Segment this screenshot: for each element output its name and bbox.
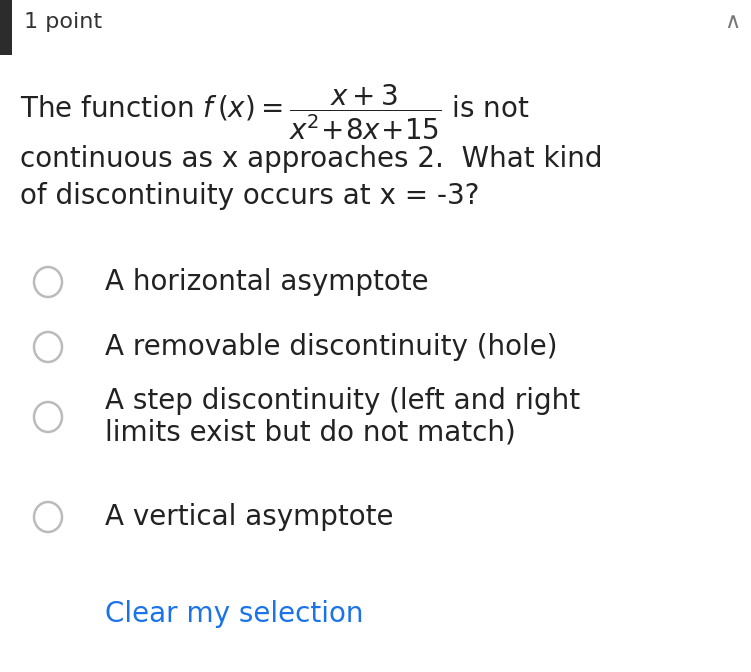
- Text: A step discontinuity (left and right: A step discontinuity (left and right: [105, 387, 580, 415]
- Text: A removable discontinuity (hole): A removable discontinuity (hole): [105, 333, 557, 361]
- Text: ∧: ∧: [724, 12, 740, 32]
- Text: Clear my selection: Clear my selection: [105, 600, 363, 628]
- Text: A vertical asymptote: A vertical asymptote: [105, 503, 394, 531]
- Text: A horizontal asymptote: A horizontal asymptote: [105, 268, 429, 296]
- Text: of discontinuity occurs at x = -3?: of discontinuity occurs at x = -3?: [20, 182, 479, 210]
- FancyBboxPatch shape: [0, 0, 12, 55]
- Text: 1 point: 1 point: [24, 12, 102, 32]
- Text: The function $f\,(x) = \dfrac{x+3}{x^2\!+\!8x\!+\!15}$ is not: The function $f\,(x) = \dfrac{x+3}{x^2\!…: [20, 82, 529, 142]
- Text: continuous as x approaches 2.  What kind: continuous as x approaches 2. What kind: [20, 145, 602, 173]
- Text: limits exist but do not match): limits exist but do not match): [105, 419, 516, 447]
